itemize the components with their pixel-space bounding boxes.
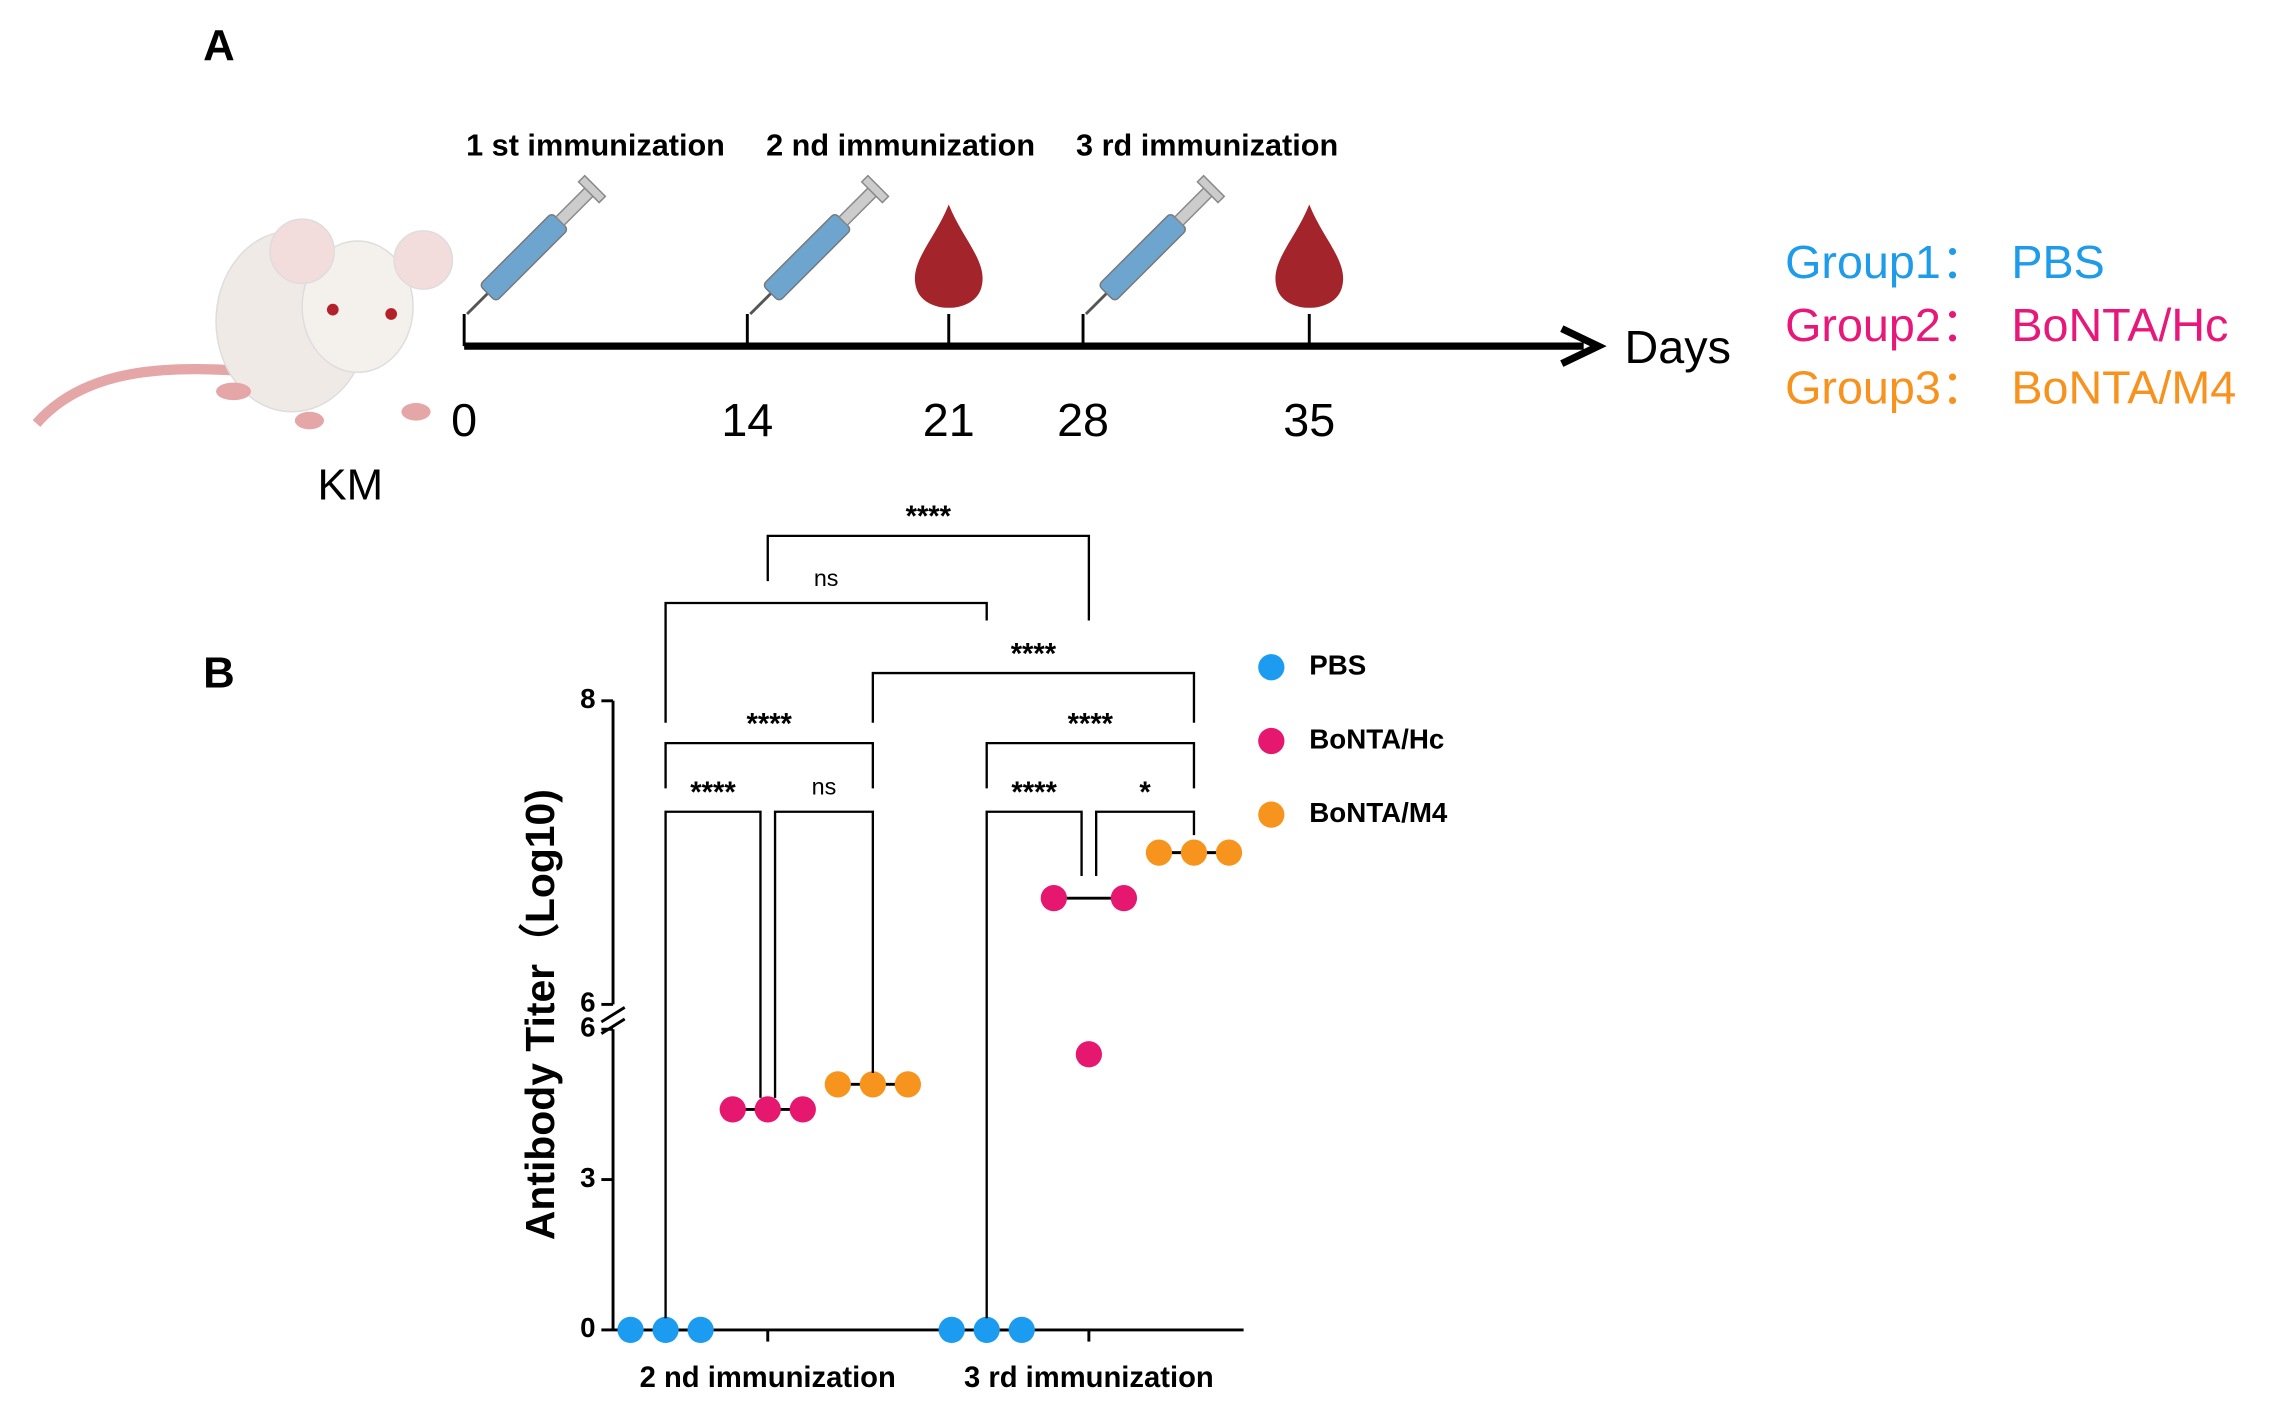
immunization-label: 3 rd immunization [1076, 129, 1338, 163]
needle [466, 292, 489, 316]
needle [1084, 292, 1108, 316]
blood-drop-icon [1275, 204, 1344, 308]
significance-bracket [664, 741, 875, 789]
significance-label: * [1139, 777, 1151, 809]
data-point [859, 1071, 886, 1098]
significance-bracket [664, 810, 762, 1319]
syringe-icon [1084, 174, 1226, 316]
significance-bracket [985, 741, 1196, 789]
axis-break [600, 1006, 626, 1035]
data-point [824, 1071, 851, 1098]
data-point [652, 1316, 679, 1344]
significance-bracket [1095, 810, 1196, 876]
data-point [1008, 1316, 1035, 1344]
data-point [973, 1316, 1000, 1344]
day-label: 28 [1057, 394, 1109, 446]
y-tick-label: 6 [580, 987, 595, 1018]
y-tick-label: 6 [580, 1012, 595, 1043]
panel-label: B [203, 649, 235, 698]
significance-bracket [871, 671, 1196, 723]
data-point [938, 1316, 965, 1344]
group-label: Group3： [1785, 362, 1987, 414]
legend-label: PBS [1309, 650, 1366, 681]
x-tick-label: 2 nd immunization [640, 1362, 896, 1394]
plunger-end [860, 174, 890, 204]
significance-label: **** [746, 708, 792, 740]
significance-bracket [773, 810, 875, 1098]
significance-label: **** [690, 777, 736, 809]
plunger-end [577, 174, 607, 204]
data-point [687, 1316, 714, 1344]
legend-marker [1258, 727, 1285, 755]
significance-label: **** [906, 501, 952, 533]
legend-marker [1258, 801, 1285, 828]
significance-label: **** [1011, 777, 1057, 809]
group-name: PBS [2011, 236, 2104, 288]
data-point [617, 1316, 644, 1344]
barrel [480, 213, 568, 301]
animal-label: KM [317, 460, 383, 509]
significance-bracket [766, 534, 1091, 621]
data-point [894, 1071, 922, 1098]
group-name: BoNTA/M4 [2011, 362, 2236, 414]
significance-bracket [985, 810, 1083, 1319]
immunization-label: 1 st immunization [466, 129, 725, 163]
y-tick-label: 0 [580, 1312, 595, 1343]
data-point [1215, 839, 1243, 866]
significance-label: ns [814, 565, 839, 591]
data-point [754, 1096, 781, 1123]
plunger-end [1196, 174, 1226, 204]
immunization-label: 2 nd immunization [766, 129, 1035, 163]
barrel [1099, 213, 1187, 301]
y-tick-label: 8 [580, 683, 595, 714]
significance-label: **** [1068, 708, 1114, 740]
data-point [1040, 885, 1067, 912]
days-label: Days [1625, 321, 1731, 373]
y-axis-label: Antibody Titer（Log10) [517, 789, 563, 1240]
data-point [719, 1096, 746, 1123]
legend-label: BoNTA/M4 [1309, 797, 1448, 828]
syringe-icon [749, 174, 890, 316]
day-label: 35 [1283, 394, 1335, 446]
data-point [1110, 885, 1138, 912]
day-label: 21 [923, 394, 975, 446]
legend-label: BoNTA/Hc [1309, 723, 1444, 754]
group-label: Group2： [1785, 299, 1987, 351]
data-point [1180, 839, 1208, 866]
legend-marker [1258, 654, 1285, 681]
needle [749, 292, 772, 316]
x-tick-label: 3 rd immunization [964, 1362, 1214, 1394]
timeline-arrow [1560, 325, 1607, 367]
significance-label: ns [812, 774, 837, 800]
data-point [1145, 839, 1173, 866]
mouse-icon [32, 218, 454, 430]
data-point [1075, 1041, 1103, 1068]
day-label: 14 [721, 394, 773, 446]
significance-bracket [664, 601, 988, 723]
panel-label: A [203, 21, 235, 70]
significance-label: **** [1011, 638, 1057, 670]
y-tick-label: 3 [580, 1162, 595, 1193]
data-point [789, 1096, 816, 1123]
group-name: BoNTA/Hc [2011, 299, 2228, 351]
syringe-icon [466, 174, 607, 316]
blood-drop-icon [914, 204, 983, 308]
group-label: Group1： [1785, 236, 1987, 288]
day-label: 0 [451, 394, 477, 446]
barrel [763, 213, 851, 301]
